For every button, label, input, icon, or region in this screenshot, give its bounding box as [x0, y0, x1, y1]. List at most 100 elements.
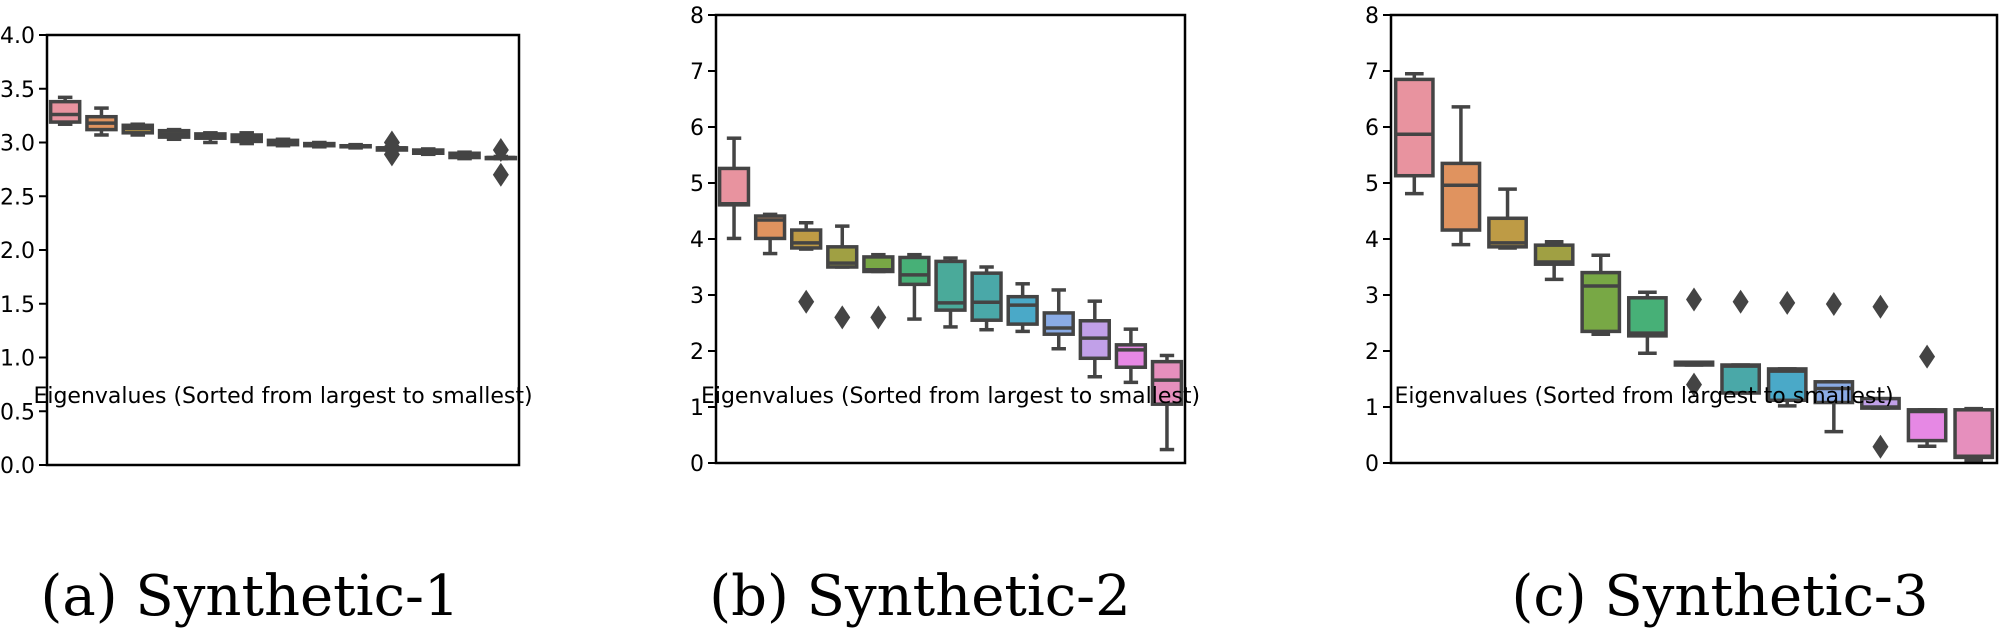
box-12: [448, 150, 481, 161]
boxes-layer: [717, 136, 1184, 452]
box-13: [1150, 353, 1184, 452]
x-axis-label: Eigenvalues (Sorted from largest to smal…: [701, 384, 1200, 409]
x-axis-label: Eigenvalues (Sorted from largest to smal…: [33, 384, 532, 409]
y-tick-label: 1: [690, 396, 704, 421]
box-9: [339, 142, 372, 150]
y-tick-label: 3.5: [0, 78, 35, 103]
box-9: [1006, 282, 1039, 334]
box-iqr: [48, 99, 82, 124]
box-4: [1533, 240, 1575, 282]
box-10: [375, 130, 409, 167]
box-iqr: [898, 255, 931, 287]
box-2: [753, 212, 787, 256]
box-iqr: [1150, 359, 1184, 406]
y-tick-label: 4: [690, 228, 704, 253]
plot-frame: [45, 33, 521, 467]
box-3: [790, 221, 823, 314]
y-tick-label: 7: [690, 60, 704, 85]
box-5: [194, 131, 227, 145]
box-2: [85, 106, 118, 137]
y-tick-label: 3.0: [0, 132, 35, 157]
y-tick-label: 5: [690, 172, 704, 197]
box-13: [484, 138, 518, 187]
y-tick-label: 0.0: [0, 454, 35, 479]
panel-synthetic-1: 0.0 0.5 1.0 1.5 2.0 2.5 3.0 3.5 4.0 Eigenvalues …: [0, 24, 533, 629]
outlier-point: [1825, 291, 1842, 316]
y-tick-label: 1.0: [0, 347, 35, 372]
y-tick-label: 6: [1365, 116, 1379, 141]
y-tick-label: 2: [1365, 340, 1379, 365]
outlier-point: [1686, 372, 1702, 397]
box-iqr: [1006, 294, 1039, 326]
box-8: [303, 140, 336, 149]
y-tick-label: 0: [1365, 452, 1379, 477]
y-tick-label: 2.0: [0, 239, 35, 264]
y-tick-label: 4.0: [0, 24, 35, 49]
box-iqr: [970, 271, 1003, 322]
y-tick-label: 1: [1365, 396, 1379, 421]
box-10: [1813, 291, 1855, 434]
box-11: [1078, 299, 1111, 379]
box-iqr: [717, 166, 751, 207]
outlier-point: [1686, 287, 1702, 312]
box-10: [1042, 288, 1075, 351]
boxes-layer: [48, 95, 518, 187]
y-tick-label: 3: [690, 284, 704, 309]
subfigure-caption: (c) Synthetic-3: [1512, 564, 1929, 629]
outlier-point: [492, 162, 509, 187]
box-1: [717, 136, 751, 241]
box-1: [48, 95, 82, 126]
box-1: [1393, 72, 1435, 196]
box-6: [230, 131, 263, 146]
box-2: [1440, 105, 1482, 247]
box-iqr: [1042, 311, 1075, 336]
y-tick-label: 8: [690, 4, 704, 29]
y-ticks: 0.0 0.5 1.0 1.5 2.0 2.5 3.0 3.5 4.0: [0, 24, 47, 479]
y-tick-label: 2.5: [0, 185, 35, 210]
y-tick-label: 5: [1365, 172, 1379, 197]
box-6: [898, 252, 931, 321]
outlier-point: [1872, 434, 1889, 459]
subfigure-caption: (a) Synthetic-1: [41, 564, 460, 629]
outlier-point: [1732, 289, 1749, 314]
outlier-point: [834, 305, 851, 330]
box-iqr: [1533, 243, 1575, 266]
y-tick-label: 7: [1365, 60, 1379, 85]
y-tick-label: 6: [690, 116, 704, 141]
box-5: [1580, 253, 1622, 336]
box-4: [157, 127, 191, 142]
box-iqr: [1766, 367, 1808, 403]
panel-synthetic-2: 0 1 2 3 4 5 6 7 8 Eigenvalues (Sorted from large…: [690, 4, 1200, 629]
box-7: [934, 256, 967, 329]
y-tick-label: 1.5: [0, 293, 35, 318]
box-3: [1487, 187, 1528, 250]
y-ticks: 0 1 2 3 4 5 6 7 8: [1365, 4, 1391, 477]
box-11: [411, 147, 445, 157]
box-3: [121, 122, 155, 137]
box-iqr: [1906, 408, 1948, 443]
y-tick-label: 2: [690, 340, 704, 365]
y-tick-label: 3: [1365, 284, 1379, 309]
outlier-point: [492, 138, 509, 163]
box-13: [1953, 406, 1995, 462]
outlier-point: [1872, 294, 1889, 319]
box-iqr: [1393, 77, 1435, 178]
box-8: [970, 265, 1003, 332]
box-6: [1626, 290, 1668, 355]
outlier-point: [870, 305, 887, 330]
box-iqr: [1440, 161, 1482, 232]
box-5: [862, 252, 895, 330]
y-tick-label: 8: [1365, 4, 1379, 29]
box-8: [1720, 289, 1762, 395]
box-12: [1114, 327, 1148, 385]
plot-frame: [714, 13, 1187, 465]
box-iqr: [790, 228, 823, 250]
box-4: [826, 224, 859, 330]
box-7: [266, 137, 300, 148]
box-12: [1906, 344, 1948, 448]
box-7: [1673, 287, 1715, 397]
y-tick-label: 0.5: [0, 400, 35, 425]
box-9: [1766, 290, 1808, 408]
box-11: [1860, 294, 1901, 459]
